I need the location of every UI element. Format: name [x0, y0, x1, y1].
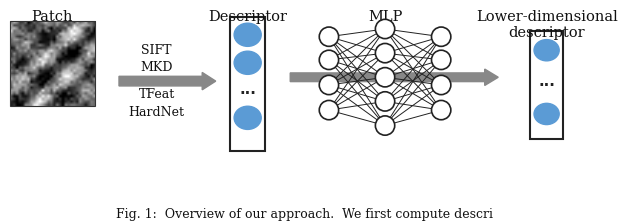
- Text: ...: ...: [239, 82, 256, 97]
- Ellipse shape: [319, 100, 338, 120]
- Ellipse shape: [319, 75, 338, 95]
- FancyArrow shape: [290, 69, 498, 85]
- Ellipse shape: [534, 40, 559, 61]
- Ellipse shape: [319, 27, 338, 46]
- Bar: [9, 21, 95, 106]
- Ellipse shape: [432, 50, 451, 69]
- Ellipse shape: [375, 44, 395, 63]
- Ellipse shape: [234, 106, 261, 129]
- Text: TFeat: TFeat: [139, 88, 175, 101]
- Text: SIFT: SIFT: [142, 44, 172, 57]
- Ellipse shape: [234, 51, 261, 74]
- Bar: [530, 31, 563, 139]
- Bar: [230, 17, 265, 151]
- Ellipse shape: [534, 103, 559, 125]
- Ellipse shape: [432, 75, 451, 95]
- Ellipse shape: [234, 23, 261, 46]
- Ellipse shape: [432, 27, 451, 46]
- Text: HardNet: HardNet: [129, 105, 185, 119]
- Ellipse shape: [375, 68, 395, 87]
- FancyArrow shape: [119, 72, 215, 90]
- Ellipse shape: [375, 19, 395, 39]
- Text: Lower-dimensional
descriptor: Lower-dimensional descriptor: [476, 10, 617, 40]
- Text: ...: ...: [538, 74, 555, 89]
- Ellipse shape: [319, 50, 338, 69]
- Ellipse shape: [432, 100, 451, 120]
- Text: MLP: MLP: [368, 10, 402, 24]
- Ellipse shape: [375, 116, 395, 135]
- Text: MKD: MKD: [140, 61, 173, 74]
- Text: Fig. 1:  Overview of our approach.  We first compute descri: Fig. 1: Overview of our approach. We fir…: [117, 208, 493, 221]
- Text: Descriptor: Descriptor: [208, 10, 287, 24]
- Ellipse shape: [375, 92, 395, 111]
- Text: Patch: Patch: [32, 10, 73, 24]
